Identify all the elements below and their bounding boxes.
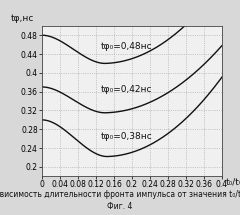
Text: tφ,нс: tφ,нс: [11, 14, 34, 23]
Text: tφ₀=0,42нс: tφ₀=0,42нс: [101, 85, 152, 94]
Text: tφ₀=0,38нс: tφ₀=0,38нс: [101, 132, 152, 141]
Text: tφ₀=0,48нс: tφ₀=0,48нс: [101, 43, 152, 51]
Text: t₀/tφ₀: t₀/tφ₀: [226, 178, 240, 187]
Text: Фиг. 4: Фиг. 4: [107, 202, 133, 211]
Text: Зависимость длительности фронта импульса от значения t₀/tφ₀: Зависимость длительности фронта импульса…: [0, 190, 240, 199]
